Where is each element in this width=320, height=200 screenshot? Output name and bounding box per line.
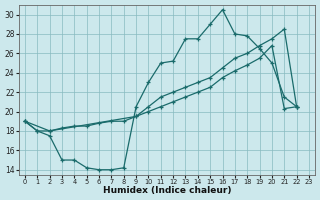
X-axis label: Humidex (Indice chaleur): Humidex (Indice chaleur) xyxy=(103,186,231,195)
